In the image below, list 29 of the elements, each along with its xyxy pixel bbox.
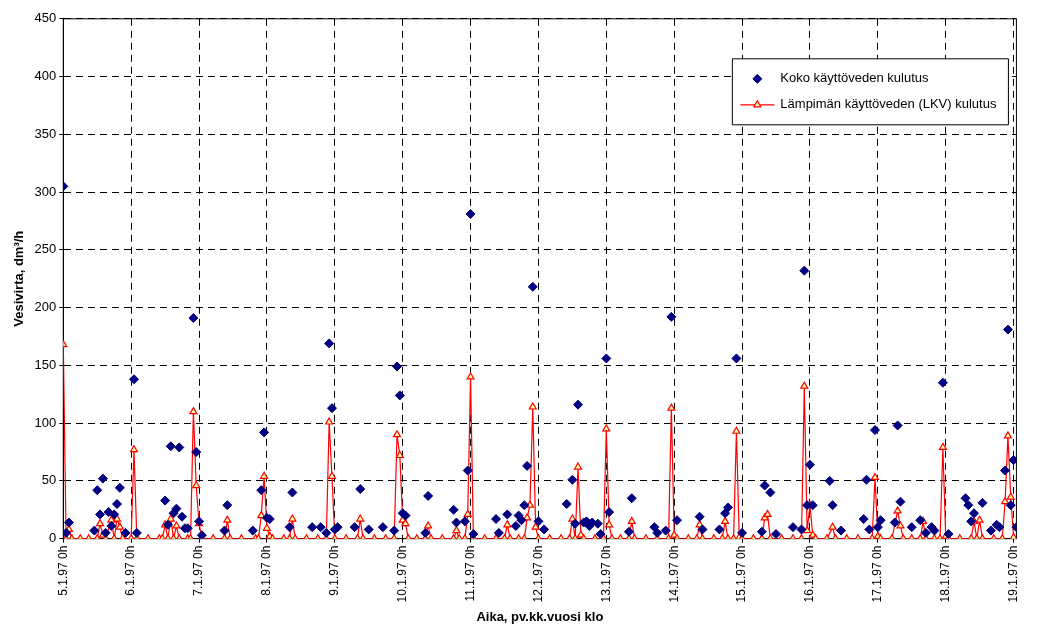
y-tick-label: 450 <box>34 10 57 26</box>
x-tick-label: 11.1.97 0h <box>462 545 477 602</box>
x-tick-label: 14.1.97 0h <box>666 545 681 603</box>
x-tick-label: 5.1.97 0h <box>55 545 70 596</box>
x-tick-label: 18.1.97 0h <box>938 545 953 603</box>
y-tick-label: 100 <box>34 414 57 430</box>
x-tick-label: 8.1.97 0h <box>259 545 274 596</box>
x-tick-label: 19.1.97 0h <box>1005 545 1020 603</box>
y-tick-label: 300 <box>34 183 57 199</box>
x-tick-label: 13.1.97 0h <box>598 545 613 603</box>
y-tick-label: 400 <box>34 68 57 84</box>
x-tick-label: 7.1.97 0h <box>191 545 206 596</box>
x-tick-label: 15.1.97 0h <box>734 545 749 603</box>
x-tick-label: 12.1.97 0h <box>530 545 545 603</box>
x-axis-title: Aika, pv.kk.vuosi klo <box>476 608 604 624</box>
x-tick-label: 6.1.97 0h <box>123 545 138 596</box>
y-tick-label: 200 <box>34 299 57 315</box>
x-tick-label: 10.1.97 0h <box>394 545 409 603</box>
x-tick-label: 9.1.97 0h <box>327 545 342 596</box>
legend-label: Koko käyttöveden kulutus <box>780 70 929 86</box>
y-tick-label: 0 <box>49 530 57 546</box>
y-tick-label: 150 <box>34 356 57 372</box>
legend-label: Lämpimän käyttöveden (LKV) kulutus <box>780 96 997 112</box>
y-tick-label: 50 <box>41 472 57 488</box>
y-axis-title: Vesivirta, dm³/h <box>11 230 27 327</box>
x-tick-label: 17.1.97 0h <box>870 545 885 603</box>
x-tick-label: 16.1.97 0h <box>802 545 817 603</box>
y-tick-label: 250 <box>34 241 57 257</box>
y-tick-label: 350 <box>34 125 57 141</box>
